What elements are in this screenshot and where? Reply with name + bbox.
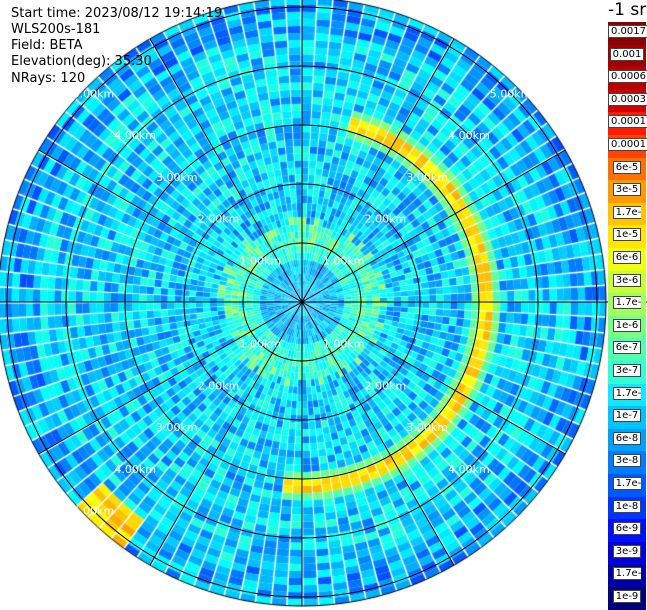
colorbar-cell: 0.0017: [608, 22, 647, 45]
colorbar-cell: 1.7e-8: [608, 474, 646, 510]
colorbar-tick-label: 3e-6: [612, 273, 642, 287]
colorbar-cell: 3e-6: [608, 270, 646, 294]
colorbar-cell: 6e-5: [608, 157, 646, 181]
range-ring-label: 5.00km: [490, 87, 532, 100]
colorbar-tick-label: 1e-5: [612, 228, 642, 242]
azimuth-spoke: [301, 149, 566, 303]
colorbar-tick-label: 6e-9: [612, 522, 642, 536]
colorbar-tick-label: 3e-8: [612, 454, 642, 468]
colorbar-tick-label: 0.0001: [608, 138, 647, 151]
field-label: Field: BETA: [11, 38, 83, 53]
colorbar-cell: 1.7e-6: [608, 293, 646, 330]
range-ring-label: 2.00km: [365, 379, 407, 392]
colorbar-cell: 3e-7: [608, 361, 646, 384]
colorbar-cell: 1.7e-5: [608, 202, 646, 239]
colorbar-tick-label: 6e-8: [612, 431, 642, 445]
range-ring-label: 1.00km: [239, 254, 281, 267]
colorbar-tick-label: 1e-6: [612, 318, 642, 332]
range-ring-label: 1.00km: [239, 338, 281, 351]
colorbar-tick-label: 1e-8: [612, 499, 642, 513]
colorbar-cell: 6e-9: [608, 519, 646, 542]
colorbar-tick-label: 0.0003: [608, 92, 647, 106]
colorbar-cell: 3e-5: [608, 180, 646, 203]
colorbar-cell: 1e-8: [608, 496, 646, 520]
colorbar-cell: 0.0006: [608, 67, 647, 90]
colorbar-cell: 3e-8: [608, 451, 646, 474]
range-ring-label: 3.00km: [406, 421, 448, 434]
colorbar-cell: 6e-8: [608, 428, 646, 452]
colorbar-cell: 1e-6: [608, 315, 646, 339]
colorbar-cell: 3e-9: [608, 541, 646, 565]
colorbar-tick-label: 6e-5: [612, 160, 642, 174]
range-ring-label: 1.00km: [323, 254, 365, 267]
instrument-label: WLS200s-181: [11, 22, 101, 37]
azimuth-spoke: [301, 38, 455, 303]
range-ring-label: 1.00km: [323, 338, 365, 351]
azimuth-spoke: [38, 149, 303, 303]
range-ring-label: 3.00km: [156, 171, 198, 184]
colorbar-tick-label: 3e-7: [612, 364, 642, 377]
range-ring-label: 4.00km: [114, 129, 156, 142]
range-ring-label: 4.00km: [448, 463, 490, 476]
colorbar-cell: 1e-7: [608, 406, 646, 429]
range-ring-label: 5.00km: [73, 505, 115, 518]
range-ring-label: 4.00km: [448, 129, 490, 142]
azimuth-spoke: [301, 301, 566, 455]
range-ring-label: 3.00km: [156, 421, 198, 434]
colorbar-tick-label: 6e-7: [612, 341, 642, 355]
range-ring-label: 2.00km: [198, 379, 240, 392]
colorbar-cell: 6e-7: [608, 338, 646, 361]
range-ring-label: 3.00km: [406, 171, 448, 184]
colorbar-cell: 6e-6: [608, 248, 646, 271]
colorbar-cell: 1e-9: [608, 587, 646, 610]
colorbar-tick-label: 3e-9: [612, 544, 642, 558]
start-time-label: Start time: 2023/08/12 19:14:19: [11, 6, 223, 21]
colorbar-cell: 0.0001: [608, 135, 647, 158]
colorbar-tick-label: 1e-9: [612, 590, 642, 603]
colorbar-tick-label: 3e-5: [612, 183, 642, 197]
azimuth-spoke: [301, 301, 455, 566]
range-ring-label: 4.00km: [114, 463, 156, 476]
colorbar-tick-label: 0.0006: [608, 70, 647, 84]
colorbar-cell: 1.7e-7: [608, 383, 646, 420]
colorbar-tick-label: 1e-7: [612, 409, 642, 423]
colorbar-tick-label: 0.001: [609, 47, 645, 61]
azimuth-spoke: [149, 38, 303, 303]
colorbar-tick-label: 0.00017: [608, 115, 647, 129]
nrays-label: NRays: 120: [11, 71, 86, 86]
range-ring-label: 2.00km: [198, 213, 240, 226]
colorbar-cell: 0.001: [608, 44, 646, 68]
colorbar-cell: 1e-5: [608, 225, 646, 248]
colorbar-cell: 0.0003: [608, 89, 647, 113]
colorbar-cell: 0.00017: [608, 112, 647, 135]
colorbar-tick-label: 0.0017: [608, 25, 647, 38]
range-ring-label: 5.00km: [73, 87, 115, 100]
range-ring-label: 2.00km: [365, 213, 407, 226]
elevation-label: Elevation(deg): 35.30: [11, 54, 152, 69]
colorbar-tick-label: 6e-6: [612, 251, 642, 264]
colorbar-cell: 1.7e-9: [608, 564, 646, 601]
colorbar-title: -1 sr: [608, 0, 647, 20]
azimuth-spoke: [149, 301, 303, 566]
azimuth-spoke: [38, 301, 303, 455]
